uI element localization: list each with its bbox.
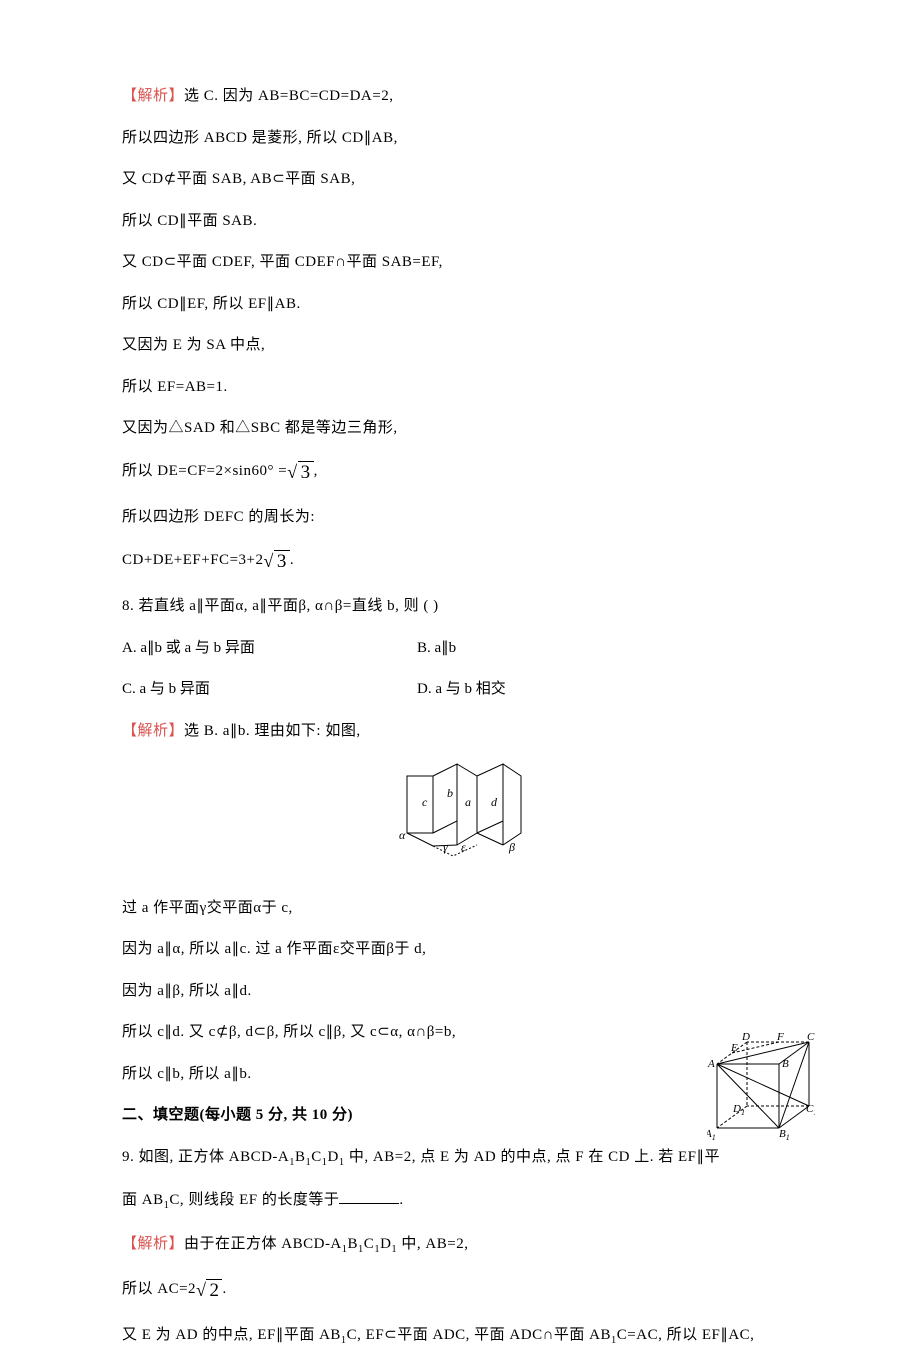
q8-optB: B. a∥b xyxy=(417,637,456,660)
q8-p1: 过 a 作平面γ交平面α于 c, xyxy=(122,897,798,920)
label-a: a xyxy=(465,795,471,809)
label-b: b xyxy=(447,786,453,800)
solution7-p10: 所以 DE=CF=2×sin60° =√3, xyxy=(122,459,798,488)
solution7-p11: 所以四边形 DEFC 的周长为: xyxy=(122,506,798,529)
svg-text:A1: A1 xyxy=(707,1128,716,1142)
q8-p5: 所以 c∥b, 所以 a∥b. xyxy=(122,1063,798,1086)
solution7-p12: CD+DE+EF+FC=3+2√3. xyxy=(122,548,798,577)
solution7-p8: 所以 EF=AB=1. xyxy=(122,376,798,399)
solution-label: 【解析】 xyxy=(122,88,184,104)
svg-text:E: E xyxy=(730,1042,738,1054)
svg-text:B1: B1 xyxy=(779,1128,790,1142)
q8-optA: A. a∥b 或 a 与 b 异面 xyxy=(122,637,417,660)
solution7-p5: 又 CD⊂平面 CDEF, 平面 CDEF∩平面 SAB=EF, xyxy=(122,251,798,274)
q8-p2: 因为 a∥α, 所以 a∥c. 过 a 作平面ε交平面β于 d, xyxy=(122,938,798,961)
q8-solution-answer: 选 B. a∥b. 理由如下: 如图, xyxy=(184,723,361,739)
svg-text:B: B xyxy=(782,1058,789,1070)
sqrt3-b: √3 xyxy=(263,548,289,577)
label-d: d xyxy=(491,795,498,809)
q9-sol-line: 【解析】由于在正方体 ABCD-A1B1C1D1 中, AB=2, xyxy=(122,1233,798,1258)
q8-optC: C. a 与 b 异面 xyxy=(122,678,417,701)
label-c: c xyxy=(422,795,428,809)
label-gamma: γ xyxy=(443,840,448,854)
q8-diagram: c b a d α β γ ε xyxy=(122,761,798,875)
svg-text:F: F xyxy=(776,1032,784,1043)
solution7-ans: 选 C. 因为 AB=BC=CD=DA=2, xyxy=(184,88,393,104)
q9-stem-line1: 9. 如图, 正方体 ABCD-A1B1C1D1 中, AB=2, 点 E 为 … xyxy=(122,1146,798,1171)
q8-stem: 8. 若直线 a∥平面α, a∥平面β, α∩β=直线 b, 则 ( ) xyxy=(122,595,798,618)
q9-p3: 又 E 为 AD 的中点, EF∥平面 AB1C, EF⊂平面 ADC, 平面 … xyxy=(122,1324,798,1349)
solution7-p6: 所以 CD∥EF, 所以 EF∥AB. xyxy=(122,293,798,316)
sqrt2: √2 xyxy=(196,1277,222,1306)
q8-options-row1: A. a∥b 或 a 与 b 异面 B. a∥b xyxy=(122,637,798,660)
q8-options-row2: C. a 与 b 异面 D. a 与 b 相交 xyxy=(122,678,798,701)
solution7-line1: 【解析】选 C. 因为 AB=BC=CD=DA=2, xyxy=(122,85,798,108)
solution7-p10a: 所以 DE=CF=2×sin60° = xyxy=(122,463,287,479)
q8-p3: 因为 a∥β, 所以 a∥d. xyxy=(122,980,798,1003)
q9-stem-line2: 面 AB1C, 则线段 EF 的长度等于. xyxy=(122,1189,798,1214)
svg-text:C1: C1 xyxy=(806,1103,815,1117)
label-epsilon: ε xyxy=(461,840,466,854)
sqrt3-a: √3 xyxy=(287,459,313,488)
q8-optD: D. a 与 b 相交 xyxy=(417,678,506,701)
solution7-p9: 又因为△SAD 和△SBC 都是等边三角形, xyxy=(122,417,798,440)
solution7-p12b: . xyxy=(290,552,294,568)
section2-heading: 二、填空题(每小题 5 分, 共 10 分) xyxy=(122,1104,798,1127)
q8-solution-line: 【解析】选 B. a∥b. 理由如下: 如图, xyxy=(122,720,798,743)
svg-text:C: C xyxy=(807,1032,815,1043)
fill-blank xyxy=(339,1189,399,1204)
solution7-p3: 又 CD⊄平面 SAB, AB⊂平面 SAB, xyxy=(122,168,798,191)
q9-solution-label: 【解析】 xyxy=(122,1236,184,1252)
label-alpha: α xyxy=(399,828,406,842)
solution7-p12a: CD+DE+EF+FC=3+2 xyxy=(122,552,263,568)
solution7-p4: 所以 CD∥平面 SAB. xyxy=(122,210,798,233)
q9-diagram-svg: bottom face A1B1C1D1 --> A B C D E F A1 xyxy=(707,1032,815,1142)
label-beta: β xyxy=(508,840,515,854)
solution7-p7: 又因为 E 为 SA 中点, xyxy=(122,334,798,357)
svg-text:A: A xyxy=(707,1058,715,1070)
q9-diagram: bottom face A1B1C1D1 --> A B C D E F A1 xyxy=(707,1032,815,1150)
svg-text:D1: D1 xyxy=(732,1103,745,1117)
q9-p2: 所以 AC=2√2. xyxy=(122,1277,798,1306)
q8-diagram-svg: c b a d α β γ ε xyxy=(395,761,525,867)
solution7-p10b: , xyxy=(314,463,318,479)
solution7-p2: 所以四边形 ABCD 是菱形, 所以 CD∥AB, xyxy=(122,127,798,150)
svg-text:D: D xyxy=(741,1032,750,1043)
q8-solution-label: 【解析】 xyxy=(122,723,184,739)
q8-p4: 所以 c∥d. 又 c⊄β, d⊂β, 所以 c∥β, 又 c⊂α, α∩β=b… xyxy=(122,1021,798,1044)
